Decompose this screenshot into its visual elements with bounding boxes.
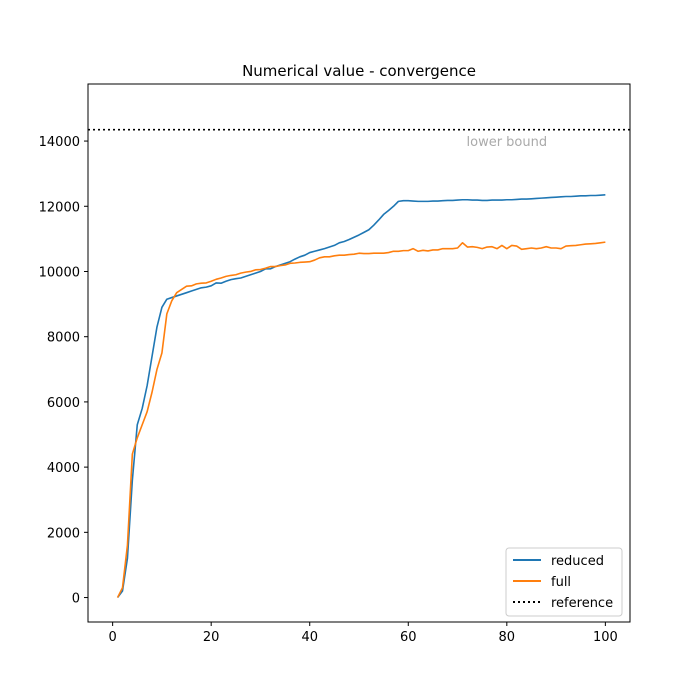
legend-box (505, 547, 623, 617)
axis-ticks: 0 20 40 60 80 100 0 2000 4000 6000 8000 10000 12000 1… (39, 135, 618, 645)
y-tick-label: 14000 (39, 135, 80, 150)
y-tick-label: 10000 (39, 265, 80, 280)
legend-label-reduced: reduced (551, 554, 604, 569)
x-tick-label: 60 (400, 630, 417, 645)
chart-title: Numerical value - convergence (242, 62, 476, 80)
x-tick-label: 20 (203, 630, 220, 645)
series-line-full (116, 241, 606, 598)
legend-label-full: full (551, 575, 571, 590)
plot-area: lower bound (88, 128, 630, 599)
x-tick-label: 80 (499, 630, 516, 645)
x-tick-label: 100 (593, 630, 618, 645)
axes-frame (87, 83, 631, 623)
y-tick-label: 0 (72, 592, 80, 607)
annotation-lower-bound: lower bound (467, 135, 548, 150)
legend: reduced full reference (505, 547, 623, 617)
series-line-reduced (116, 194, 606, 599)
x-tick-label: 0 (108, 630, 116, 645)
y-tick-label: 12000 (39, 200, 80, 215)
legend-label-reference: reference (551, 596, 613, 611)
y-tick-label: 4000 (47, 461, 80, 476)
y-tick-label: 2000 (47, 526, 80, 541)
y-tick-label: 8000 (47, 331, 80, 346)
y-tick-label: 6000 (47, 396, 80, 411)
x-tick-label: 40 (301, 630, 318, 645)
